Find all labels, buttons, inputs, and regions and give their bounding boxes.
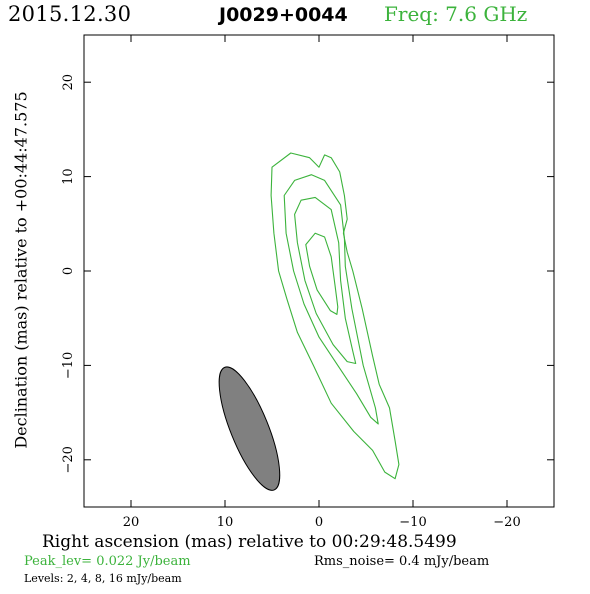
- y-tick-label: −20: [61, 446, 76, 473]
- tick-labels: 20 10 0 −10 −20 20 10 0 −10 −20: [61, 74, 521, 530]
- contour-level-8: [294, 196, 357, 365]
- contour-level-16: [305, 232, 339, 315]
- plot-frame: [83, 34, 555, 508]
- y-tick-label: 10: [61, 168, 76, 185]
- x-axis-label: Right ascension (mas) relative to 00:29:…: [42, 532, 457, 552]
- rms-noise: Rms_noise= 0.4 mJy/beam: [314, 554, 490, 569]
- x-tick-label: −20: [493, 515, 520, 530]
- y-axis-label: Declination (mas) relative to +00:44:47.…: [11, 91, 31, 449]
- x-tick-label: −10: [399, 515, 426, 530]
- contour-level-4: [283, 174, 379, 425]
- axis-ticks: [84, 35, 554, 507]
- peak-level: Peak_lev= 0.022 Jy/beam: [24, 554, 191, 569]
- contour-layer: [270, 152, 400, 480]
- beam-ellipse: [218, 366, 281, 491]
- frequency-label: Freq: 7.6 GHz: [384, 2, 528, 26]
- contour-levels: Levels: 2, 4, 8, 16 mJy/beam: [24, 572, 182, 585]
- y-tick-label: 0: [61, 267, 76, 275]
- x-tick-label: 0: [315, 515, 323, 530]
- x-tick-label: 10: [217, 515, 234, 530]
- y-tick-label: −10: [61, 352, 76, 379]
- x-tick-label: 20: [123, 515, 140, 530]
- beam-layer: [218, 366, 281, 491]
- observation-date: 2015.12.30: [8, 2, 132, 26]
- contour-level-2: [270, 152, 400, 480]
- source-name: J0029+0044: [219, 4, 348, 26]
- y-tick-label: 20: [61, 74, 76, 91]
